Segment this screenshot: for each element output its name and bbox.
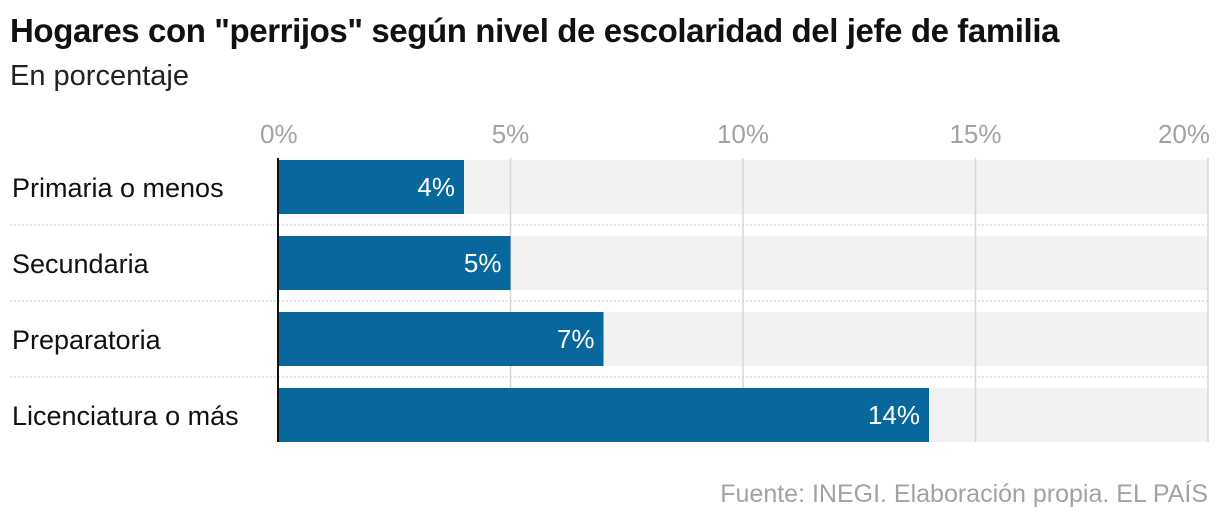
bar-chart: 0% 5% 10% 15% 20% 4% Primaria o menos 5% Secunda…	[10, 119, 1210, 442]
bar-value-label: 5%	[464, 248, 502, 278]
category-label: Primaria o menos	[12, 173, 224, 203]
category-label: Licenciatura o más	[12, 401, 239, 431]
chart-title: Hogares con "perrijos" según nivel de es…	[10, 12, 1060, 49]
bar	[278, 236, 511, 290]
bar-value-label: 4%	[417, 172, 455, 202]
x-tick-label: 20%	[1158, 119, 1210, 149]
bar-value-label: 7%	[557, 324, 595, 354]
x-tick-label: 0%	[260, 119, 298, 149]
bar-value-label: 14%	[868, 400, 920, 430]
category-label: Secundaria	[12, 249, 150, 279]
x-tick-label: 10%	[717, 119, 769, 149]
category-label: Preparatoria	[12, 325, 162, 355]
source-note: Fuente: INEGI. Elaboración propia. EL PA…	[720, 480, 1208, 508]
chart-subtitle: En porcentaje	[10, 60, 189, 92]
bar	[278, 312, 604, 366]
x-tick-label: 5%	[492, 119, 530, 149]
bar	[278, 388, 929, 442]
x-tick-label: 15%	[949, 119, 1001, 149]
bar	[278, 160, 464, 214]
